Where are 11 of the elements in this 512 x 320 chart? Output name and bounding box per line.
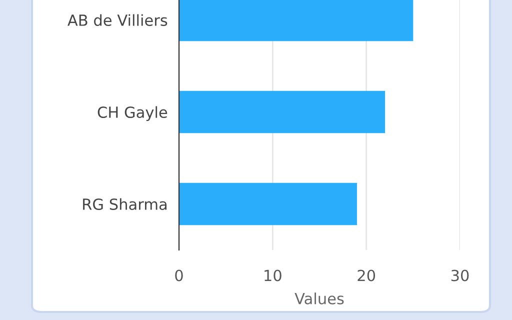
bar bbox=[179, 182, 357, 226]
x-axis-title: Values bbox=[294, 292, 344, 304]
x-tick-label: 20 bbox=[358, 270, 376, 282]
y-tick-label: RG Sharma bbox=[83, 198, 167, 210]
x-tick-label: 30 bbox=[451, 270, 469, 282]
y-tick-label: CH Gayle bbox=[98, 106, 168, 121]
bar bbox=[179, 90, 386, 134]
x-tick-label: 10 bbox=[264, 270, 282, 282]
bar bbox=[179, 0, 414, 42]
y-tick-label: AB de Villiers bbox=[68, 14, 168, 26]
x-tick-label: 0 bbox=[175, 270, 183, 282]
